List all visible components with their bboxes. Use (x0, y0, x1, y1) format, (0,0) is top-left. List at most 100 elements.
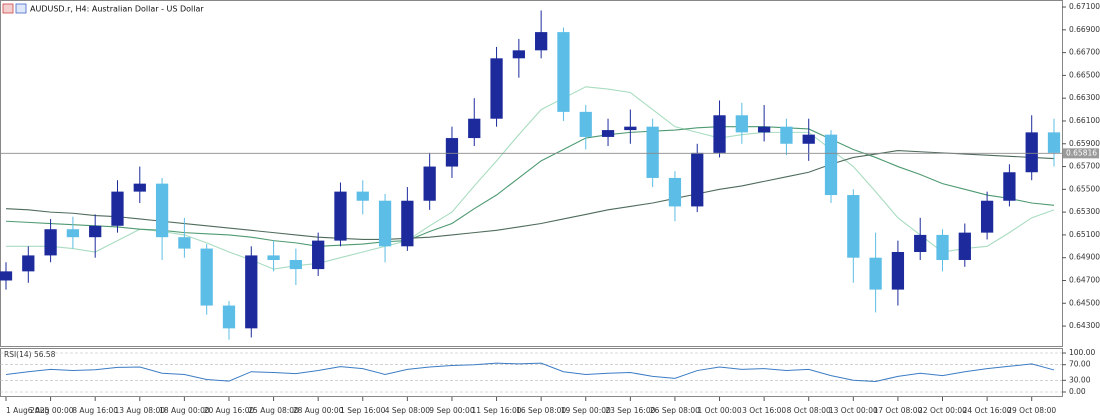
x-tick-label: 23 Sep 16:00 (605, 406, 655, 415)
rsi-title: RSI(14) 56.58 (4, 350, 56, 359)
candle-body (312, 240, 325, 270)
x-tick-label: 20 Aug 16:00 (204, 406, 255, 415)
y-tick-label: 0.67100 (1069, 2, 1100, 11)
candle-body (356, 191, 369, 201)
y-tick-label: 30.00 (1069, 375, 1091, 384)
x-tick-label: 26 Sep 08:00 (650, 406, 700, 415)
candle-body (133, 183, 146, 192)
candle-body (624, 126, 637, 131)
x-tick-label: 13 Aug 08:00 (114, 406, 165, 415)
candle-body (757, 126, 771, 133)
candle-body (66, 229, 80, 238)
x-tick-label: 28 Aug 00:00 (293, 406, 344, 415)
y-tick-label: 100.00 (1069, 348, 1095, 357)
x-tick-label: 18 Aug 00:00 (159, 406, 210, 415)
candle-body (1003, 172, 1016, 201)
x-tick-label: 11 Sep 16:00 (472, 406, 522, 415)
x-tick-label: 1 Aug 2025 (6, 406, 49, 415)
candle-body (334, 191, 347, 241)
candle-body (445, 138, 459, 167)
candle-body (245, 255, 258, 329)
candle-body (289, 259, 303, 270)
candle-body (423, 166, 436, 201)
y-tick-label: 0.00 (1069, 387, 1086, 396)
y-tick-label: 0.66700 (1069, 48, 1100, 57)
y-tick-label: 0.66500 (1069, 70, 1100, 79)
candle-body (713, 115, 726, 153)
candle-body (735, 115, 748, 133)
candle-body (1047, 132, 1061, 153)
candle-body (869, 257, 882, 290)
candle-body (378, 200, 392, 247)
y-tick-label: 0.65900 (1069, 139, 1100, 148)
price-tag (1063, 148, 1099, 159)
candle-body (178, 237, 191, 249)
rsi-panel (0, 348, 1063, 397)
candle-body (468, 118, 481, 139)
candle-body (980, 200, 994, 233)
candle-body (914, 234, 927, 253)
candle-body (691, 152, 704, 207)
y-tick-label: 70.00 (1069, 360, 1091, 369)
y-tick-label: 0.64700 (1069, 275, 1100, 284)
x-tick-label: 22 Oct 00:00 (918, 406, 967, 415)
moving-average (5, 126, 1055, 247)
x-tick-label: 9 Sep 00:00 (429, 406, 475, 415)
candle-body (44, 229, 57, 256)
candle-body (200, 248, 213, 306)
x-tick-label: 1 Oct 00:00 (697, 406, 741, 415)
x-tick-label: 16 Sep 08:00 (516, 406, 566, 415)
x-tick-label: 1 Sep 16:00 (340, 406, 386, 415)
y-tick-label: 0.65700 (1069, 162, 1100, 171)
candle-body (222, 305, 236, 329)
x-tick-label: 8 Aug 16:00 (72, 406, 118, 415)
x-tick-label: 19 Sep 00:00 (561, 406, 611, 415)
candle-body (780, 126, 793, 144)
main-panel (0, 0, 1063, 347)
y-tick-label: 0.66300 (1069, 93, 1100, 102)
candle-body (535, 32, 548, 51)
moving-average (6, 86, 1055, 270)
rsi-line (5, 362, 1055, 382)
candle-body (557, 32, 570, 112)
candle-body (891, 252, 905, 290)
candle-body (22, 255, 35, 272)
candle-body (512, 50, 525, 59)
toolbar-icons (2, 3, 27, 14)
y-tick-label: 0.64300 (1069, 321, 1100, 330)
x-tick-label: 6 Aug 00:00 (28, 406, 74, 415)
y-tick-label: 0.66900 (1069, 25, 1100, 34)
x-tick-label: 4 Sep 08:00 (385, 406, 431, 415)
candle-body (958, 232, 971, 260)
y-tick-label: 0.65500 (1069, 184, 1100, 193)
x-tick-label: 13 Oct 00:00 (829, 406, 878, 415)
candle-body (267, 255, 280, 260)
candle-body (646, 126, 659, 178)
x-tick-label: 24 Oct 16:00 (963, 406, 1012, 415)
y-tick-label: 0.64500 (1069, 298, 1100, 307)
x-tick-label: 25 Aug 08:00 (248, 406, 299, 415)
y-tick-label: 0.65300 (1069, 207, 1100, 216)
candle-body (490, 58, 503, 119)
x-tick-label: 8 Oct 08:00 (787, 406, 831, 415)
x-tick-label: 17 Oct 08:00 (873, 406, 922, 415)
candle-body (802, 134, 815, 144)
y-tick-label: 0.65100 (1069, 230, 1100, 239)
y-tick-label: 0.64900 (1069, 253, 1100, 262)
candle-body (936, 234, 949, 260)
candle-body (155, 183, 169, 238)
candle-body (579, 111, 592, 137)
candle-body (1025, 132, 1038, 173)
candle-body (824, 134, 838, 196)
candle-body (89, 225, 102, 238)
y-tick-label: 0.66100 (1069, 116, 1100, 125)
price-tag-label: 0.65816 (1066, 148, 1097, 157)
chart-title: AUDUSD.r, H4: Australian Dollar - US Dol… (30, 5, 204, 14)
x-tick-label: 29 Oct 08:00 (1007, 406, 1056, 415)
candle-body (668, 177, 682, 207)
x-tick-label: 3 Oct 16:00 (742, 406, 786, 415)
candle-body (111, 191, 124, 226)
candle-body (601, 130, 615, 137)
candle-body (0, 271, 13, 281)
